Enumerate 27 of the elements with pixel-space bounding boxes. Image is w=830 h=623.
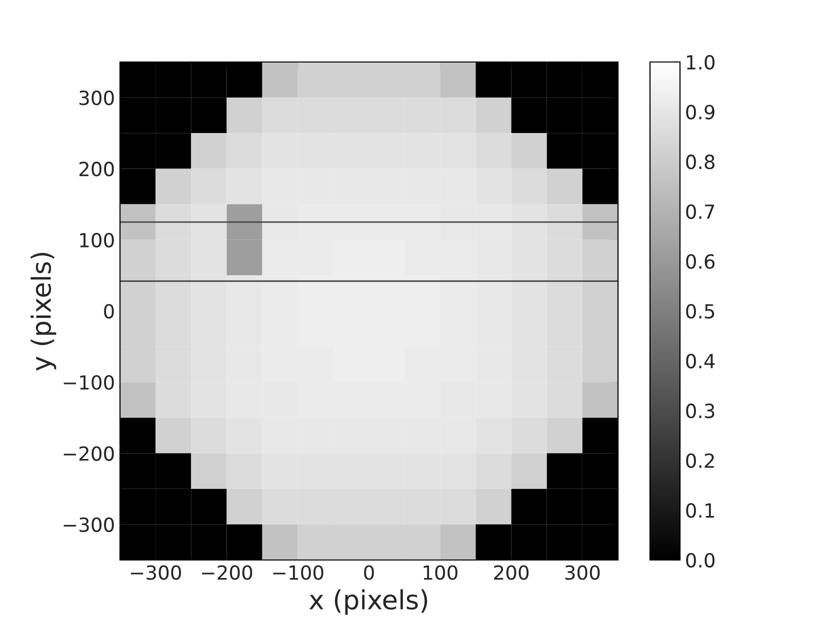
color-bar-label: 0.6	[686, 254, 715, 269]
x-tick-label: 200	[494, 565, 529, 580]
y-tick-label: 0	[104, 304, 114, 319]
color-bar-label: 0.8	[686, 154, 714, 170]
y-tick-label: −100	[64, 375, 114, 390]
color-bar-label: 0.1	[686, 503, 714, 518]
y-tick-label: −300	[64, 517, 114, 532]
y-tick-label: 200	[79, 162, 114, 176]
color-bar-label: 1.0	[686, 54, 714, 70]
color-bar-label: 0.3	[686, 404, 714, 418]
y-tick-label: −200	[64, 446, 114, 461]
y-tick-label: 300	[80, 90, 114, 106]
color-bar-label: 0.5	[686, 304, 714, 319]
color-bar-label: 0.2	[686, 453, 714, 468]
color-bar-label: 0.9	[686, 104, 714, 120]
x-tick-label: 100	[424, 565, 458, 580]
color-bar-label: 0.7	[686, 204, 714, 220]
x-tick-label: −300	[130, 565, 181, 580]
y-axis-title: y (pixels)	[30, 252, 56, 371]
x-tick-label: −200	[202, 565, 252, 580]
x-axis-title: x (pixels)	[309, 589, 428, 615]
x-tick-label: 300	[565, 565, 600, 580]
y-tick-label: 100	[80, 232, 114, 248]
color-bar-label: 0.0	[686, 552, 714, 568]
color-bar-label: 0.4	[686, 354, 715, 368]
x-tick-label: 0	[364, 565, 374, 580]
x-tick-label: −100	[273, 565, 324, 580]
